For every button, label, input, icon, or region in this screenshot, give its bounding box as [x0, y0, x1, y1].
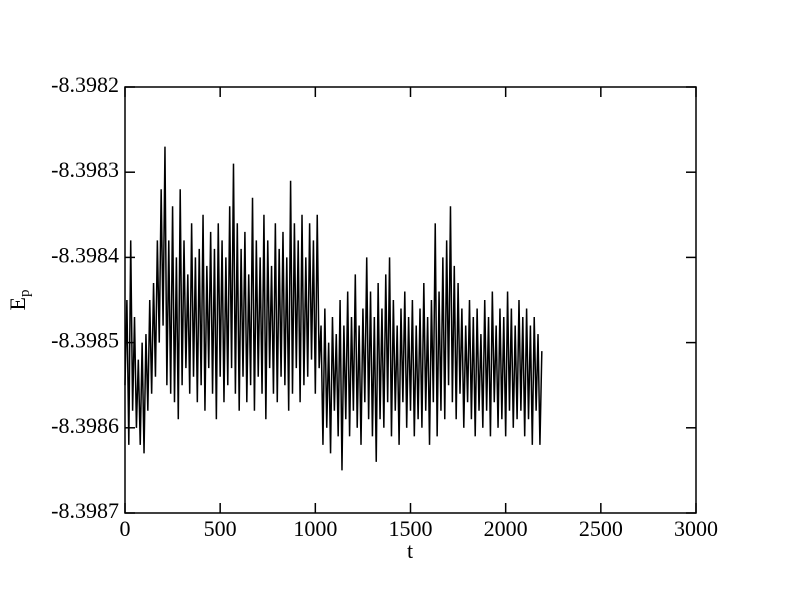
y-tick-label: -8.3987: [51, 498, 119, 523]
y-tick-label: -8.3982: [51, 72, 119, 97]
y-tick-label: -8.3983: [51, 157, 119, 182]
x-tick-label: 2000: [484, 516, 528, 541]
x-tick-label: 500: [204, 516, 237, 541]
x-tick-label: 1000: [293, 516, 337, 541]
x-tick-label: 1500: [389, 516, 433, 541]
y-axis-label-sub: p: [17, 290, 33, 298]
y-tick-label: -8.3986: [51, 413, 119, 438]
y-tick-label: -8.3984: [51, 242, 119, 267]
x-axis-label: t: [407, 538, 413, 563]
y-axis-label-main: E: [5, 297, 30, 310]
x-tick-label: 2500: [579, 516, 623, 541]
y-tick-label: -8.3985: [51, 328, 119, 353]
x-tick-label: 3000: [674, 516, 718, 541]
y-axis-label: Ep: [5, 290, 33, 311]
data-line: [124, 146, 543, 471]
plot-frame: [124, 86, 697, 514]
x-tick-label: 0: [120, 516, 131, 541]
